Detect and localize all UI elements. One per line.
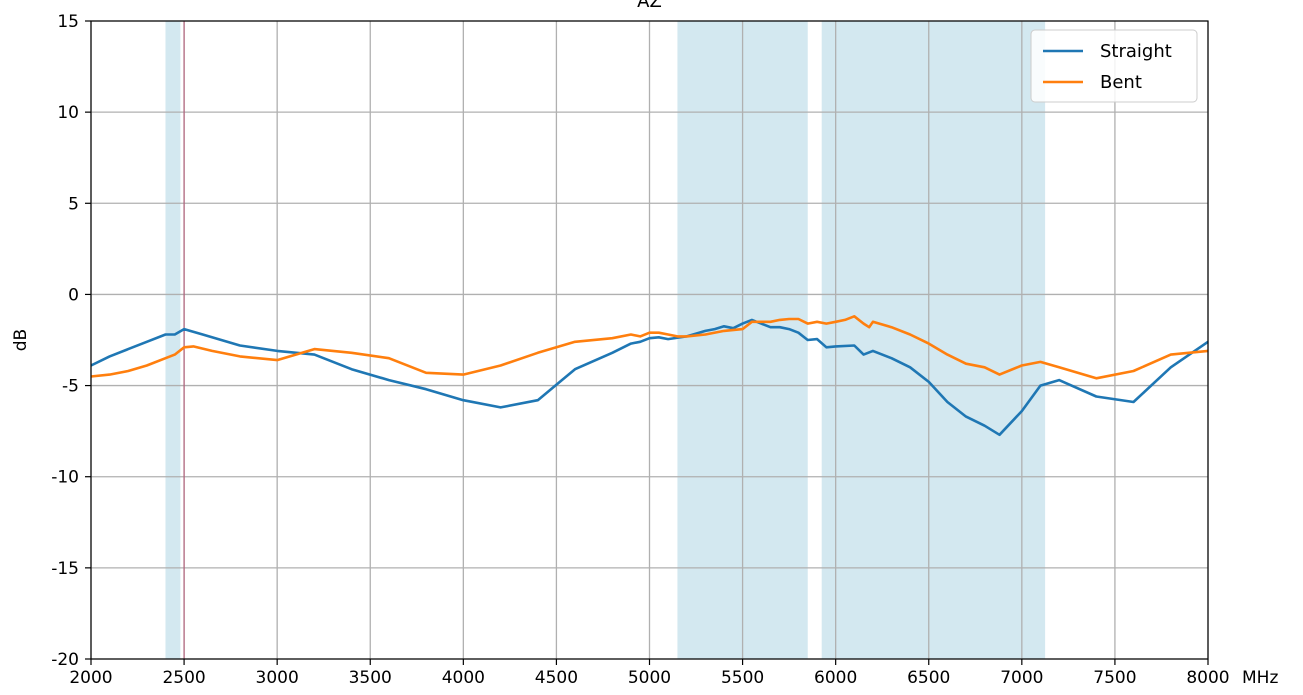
y-tick-label: -15 <box>51 559 79 579</box>
series-line-straight <box>90 318 1209 437</box>
legend-box <box>1030 29 1198 103</box>
x-tick-label: 7000 <box>1000 668 1043 688</box>
y-axis-label: dB <box>11 329 31 351</box>
series-lines <box>90 314 1209 437</box>
chart-title: AZ <box>637 0 662 12</box>
x-tick-label: 3000 <box>256 668 299 688</box>
x-tick-label: 4000 <box>442 668 485 688</box>
shaded-band-2 <box>821 21 1046 659</box>
shaded-band-0 <box>165 21 181 659</box>
x-tick-label: 2500 <box>162 668 205 688</box>
x-tick-label: 3500 <box>349 668 392 688</box>
x-tick-label: 6500 <box>907 668 950 688</box>
y-tick-label: 5 <box>68 194 79 214</box>
x-tick-label: 2000 <box>69 668 112 688</box>
legend-label-straight: Straight <box>1100 41 1172 62</box>
y-tick-label: 10 <box>57 103 79 123</box>
x-tick-label: 4500 <box>535 668 578 688</box>
grid <box>90 20 1209 660</box>
y-tick-label: 15 <box>57 12 79 32</box>
x-tick-label: 5000 <box>628 668 671 688</box>
legend-label-bent: Bent <box>1100 72 1142 93</box>
y-tick-label: -5 <box>62 377 79 397</box>
x-tick-label: 8000 <box>1186 668 1229 688</box>
y-tick-label: 0 <box>68 285 79 305</box>
tick-labels: 2000 2500 3000 3500 4000 4500 5000 5500 6000 6500… <box>51 12 1229 688</box>
x-axis-unit: MHz <box>1242 668 1278 688</box>
x-tick-label: 7500 <box>1093 668 1136 688</box>
legend: Straight Bent <box>1030 29 1198 103</box>
y-tick-label: -20 <box>51 650 79 670</box>
series-line-bent <box>90 314 1209 380</box>
x-tick-label: 5500 <box>721 668 764 688</box>
x-tick-label: 6000 <box>814 668 857 688</box>
y-tick-label: -10 <box>51 468 79 488</box>
